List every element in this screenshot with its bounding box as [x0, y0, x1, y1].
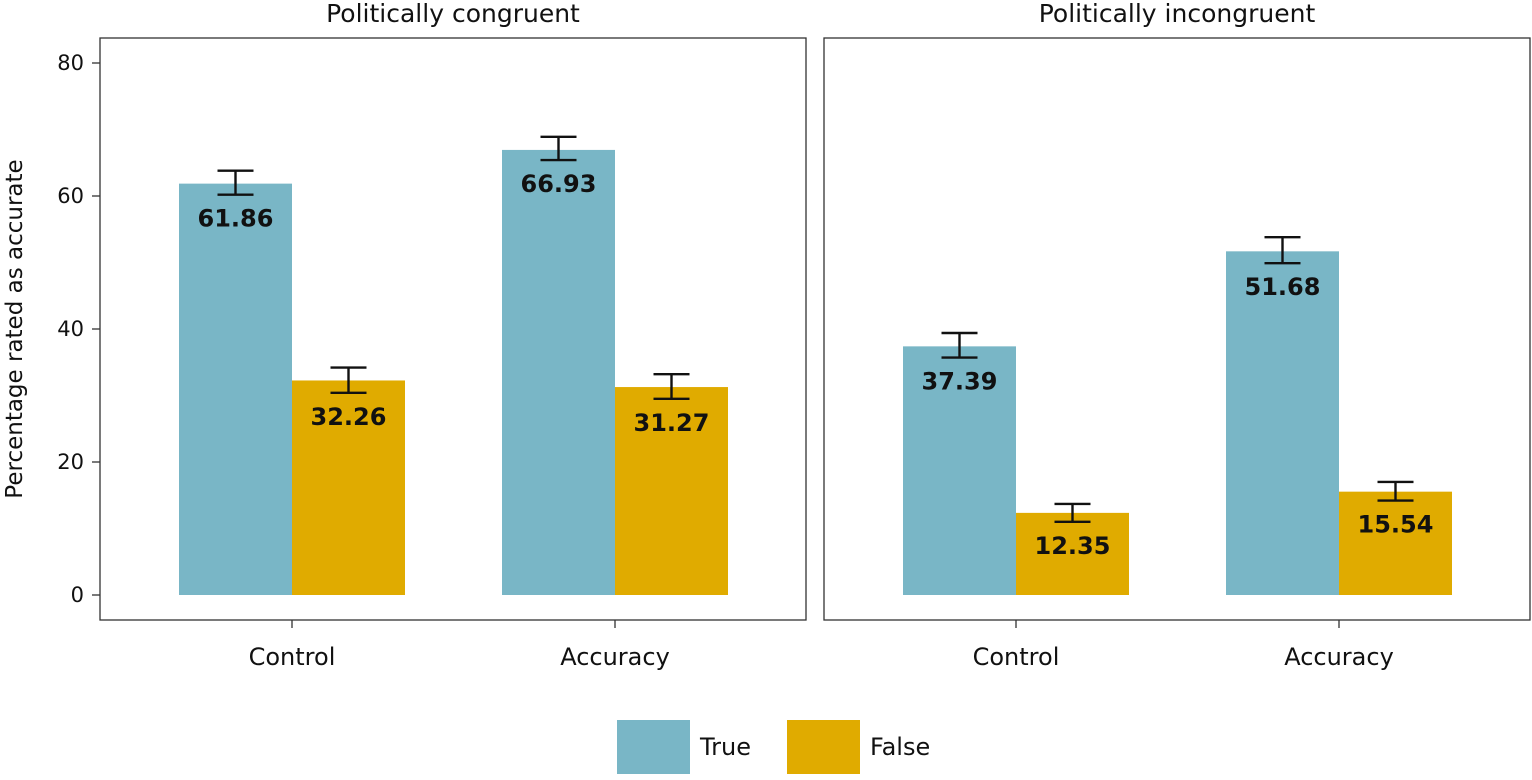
x-category-label: Control [249, 643, 336, 671]
bar-true [502, 149, 615, 595]
y-axis-label: Percentage rated as accurate [2, 159, 28, 498]
legend-swatch-false [787, 720, 860, 774]
panel-title: Politically congruent [326, 0, 580, 28]
y-tick-label: 20 [57, 450, 84, 474]
legend-label-false: False [870, 733, 930, 761]
bar-value-label: 31.27 [634, 409, 710, 437]
bar-false [1339, 491, 1452, 595]
bar-value-label: 32.26 [311, 403, 387, 431]
panel-frame [99, 37, 807, 621]
bar-false [292, 380, 405, 595]
legend-swatch-true [617, 720, 690, 774]
panel-title: Politically incongruent [1039, 0, 1316, 28]
y-tick-label: 80 [57, 51, 84, 75]
panel-frame [823, 37, 1531, 621]
bar-value-label: 61.86 [198, 205, 274, 233]
bar-true [179, 183, 292, 596]
bar-value-label: 15.54 [1358, 511, 1434, 539]
x-category-label: Accuracy [1284, 643, 1394, 671]
bar-value-label: 51.68 [1245, 273, 1321, 301]
x-category-label: Accuracy [560, 643, 670, 671]
x-category-label: Control [973, 643, 1060, 671]
bar-false [1016, 512, 1129, 595]
bar-value-label: 66.93 [521, 170, 597, 198]
y-tick-label: 40 [57, 317, 84, 341]
bar-value-label: 12.35 [1035, 532, 1111, 560]
y-tick-label: 60 [57, 184, 84, 208]
bar-true [1226, 251, 1339, 595]
bar-true [903, 346, 1016, 595]
bar-value-label: 37.39 [922, 368, 998, 396]
y-tick-label: 0 [71, 583, 84, 607]
legend-label-true: True [699, 733, 751, 761]
bar-false [615, 387, 728, 595]
